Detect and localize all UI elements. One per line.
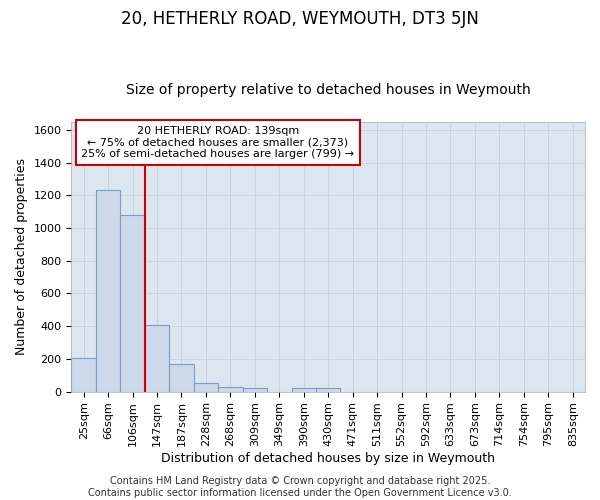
Bar xyxy=(316,388,340,392)
Bar xyxy=(96,190,121,392)
Y-axis label: Number of detached properties: Number of detached properties xyxy=(15,158,28,355)
Bar xyxy=(292,388,316,392)
Text: Contains HM Land Registry data © Crown copyright and database right 2025.
Contai: Contains HM Land Registry data © Crown c… xyxy=(88,476,512,498)
Text: 20, HETHERLY ROAD, WEYMOUTH, DT3 5JN: 20, HETHERLY ROAD, WEYMOUTH, DT3 5JN xyxy=(121,10,479,28)
Bar xyxy=(145,324,169,392)
Bar xyxy=(218,386,242,392)
Bar xyxy=(121,215,145,392)
Bar xyxy=(194,384,218,392)
Text: 20 HETHERLY ROAD: 139sqm
← 75% of detached houses are smaller (2,373)
25% of sem: 20 HETHERLY ROAD: 139sqm ← 75% of detach… xyxy=(81,126,355,159)
Bar xyxy=(242,388,267,392)
Bar xyxy=(169,364,194,392)
Title: Size of property relative to detached houses in Weymouth: Size of property relative to detached ho… xyxy=(126,83,530,97)
Bar xyxy=(71,358,96,392)
X-axis label: Distribution of detached houses by size in Weymouth: Distribution of detached houses by size … xyxy=(161,452,495,465)
